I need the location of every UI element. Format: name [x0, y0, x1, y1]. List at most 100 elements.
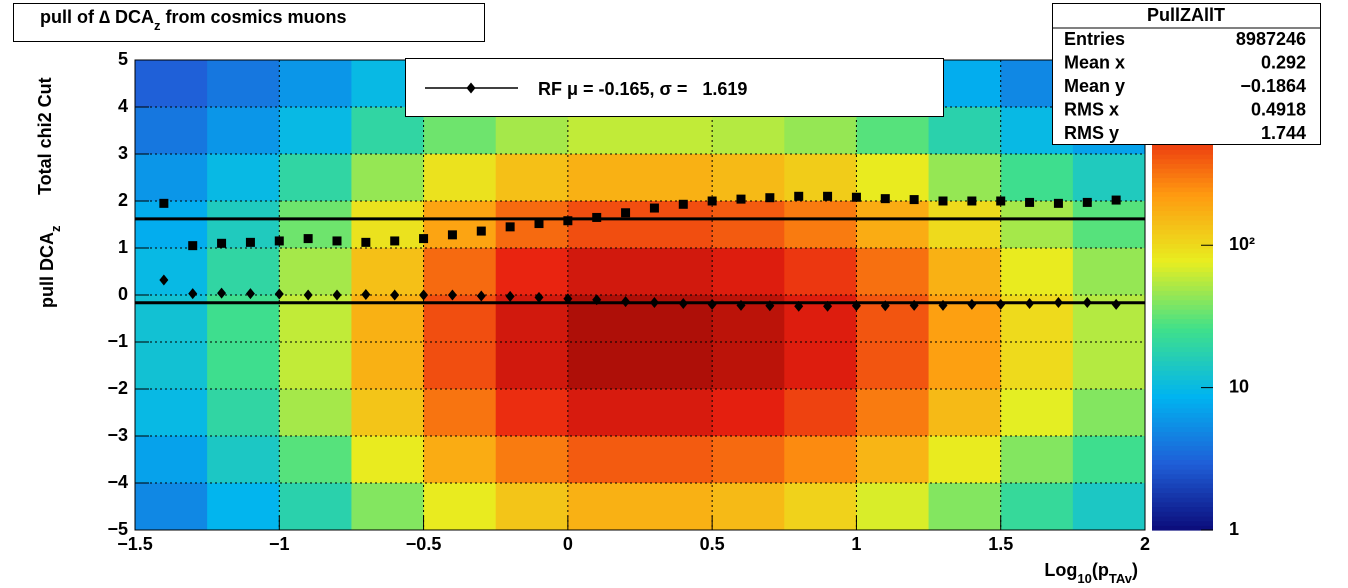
cell	[1072, 389, 1146, 437]
y-tick-label: −5	[107, 519, 128, 539]
colorbar-step	[1152, 360, 1213, 367]
legend-label: RF μ = -0.165, σ = 1.619	[538, 79, 747, 99]
legend-marker	[466, 82, 476, 94]
colorbar-step	[1152, 501, 1213, 508]
cell	[928, 342, 1002, 390]
x-tick-label: 0.5	[700, 534, 725, 554]
colorbar-step	[1152, 403, 1213, 409]
marker	[303, 234, 313, 244]
cell	[207, 342, 280, 390]
marker	[996, 298, 1006, 310]
marker	[823, 191, 833, 201]
cell	[135, 107, 208, 155]
cell	[495, 436, 569, 484]
colorbar-step	[1152, 233, 1213, 240]
chart-title-part: z	[154, 18, 161, 33]
stats-name: RMS x	[1064, 99, 1119, 119]
colorbar-step	[1152, 379, 1213, 385]
cell	[207, 107, 280, 155]
marker	[678, 199, 688, 209]
colorbar-step	[1152, 374, 1213, 381]
cell	[567, 389, 641, 437]
marker	[188, 241, 198, 251]
marker	[447, 289, 457, 301]
marker	[419, 289, 429, 301]
marker	[707, 196, 717, 206]
colorbar-step	[1152, 285, 1213, 291]
cell	[856, 154, 930, 202]
colorbar-step	[1152, 309, 1213, 315]
colorbar-step	[1152, 158, 1213, 164]
colorbar-step	[1152, 280, 1213, 287]
colorbar-step	[1152, 417, 1213, 423]
cell	[135, 436, 208, 484]
colorbar-step	[1152, 163, 1213, 169]
colorbar-step	[1152, 276, 1213, 282]
colorbar-step	[1152, 445, 1213, 451]
colorbar-step	[1152, 257, 1213, 263]
colorbar-step	[1152, 342, 1213, 348]
marker	[592, 212, 602, 222]
marker	[1053, 297, 1063, 309]
colorbar-step	[1152, 266, 1213, 273]
cell	[1000, 201, 1074, 249]
y-tick-label: −2	[107, 378, 128, 398]
colorbar-step	[1152, 271, 1213, 277]
x-tick-label: 1	[851, 534, 861, 554]
cell	[135, 201, 208, 249]
marker	[447, 230, 457, 240]
cell	[640, 436, 713, 484]
marker	[505, 222, 515, 232]
x-axis-label: Log10(pTAv)	[1044, 560, 1138, 587]
marker	[621, 208, 631, 218]
marker	[274, 288, 284, 300]
cell	[567, 201, 641, 249]
stats-name: Mean y	[1064, 76, 1125, 96]
x-tick-label: 0	[563, 534, 573, 554]
chart-title-part: pull of ∆ DCA	[40, 7, 154, 27]
marker	[592, 294, 602, 306]
cell	[928, 201, 1002, 249]
x-axis-label-part: TAv	[1109, 571, 1133, 586]
cell	[1072, 201, 1146, 249]
cell	[928, 389, 1002, 437]
chart-title-part: from cosmics muons	[161, 7, 347, 27]
cell	[351, 342, 425, 390]
stats-value: 0.4918	[1251, 99, 1306, 119]
marker	[534, 219, 544, 229]
colorbar-step	[1152, 478, 1213, 484]
cell	[495, 248, 569, 296]
stats-name: Mean x	[1064, 52, 1125, 72]
colorbar-step	[1152, 149, 1213, 155]
colorbar-step	[1152, 426, 1213, 432]
colorbar-step	[1152, 407, 1213, 414]
x-tick-label: −1	[269, 534, 290, 554]
x-tick-label: 1.5	[988, 534, 1013, 554]
marker	[332, 236, 342, 246]
cell	[279, 389, 352, 437]
marker	[563, 293, 573, 305]
colorbar-step	[1152, 144, 1213, 150]
colorbar-step	[1152, 389, 1213, 395]
cell	[567, 342, 641, 390]
cell	[135, 60, 208, 108]
cell	[1072, 248, 1146, 296]
cell	[351, 483, 425, 531]
cell	[423, 201, 497, 249]
colorbar-step	[1152, 468, 1213, 475]
cell	[351, 436, 425, 484]
marker	[736, 194, 746, 204]
marker	[707, 298, 717, 310]
cell	[567, 154, 641, 202]
y-tick-label: −1	[107, 331, 128, 351]
colorbar-step	[1152, 219, 1213, 226]
y-axis-label: pull DCAz	[37, 225, 64, 308]
colorbar-step	[1152, 201, 1213, 207]
marker	[765, 300, 775, 312]
marker	[1025, 297, 1035, 309]
stats-name: Entries	[1064, 29, 1125, 49]
z-tick-label: 10²	[1229, 234, 1255, 254]
colorbar-step	[1152, 182, 1213, 188]
marker	[967, 298, 977, 310]
